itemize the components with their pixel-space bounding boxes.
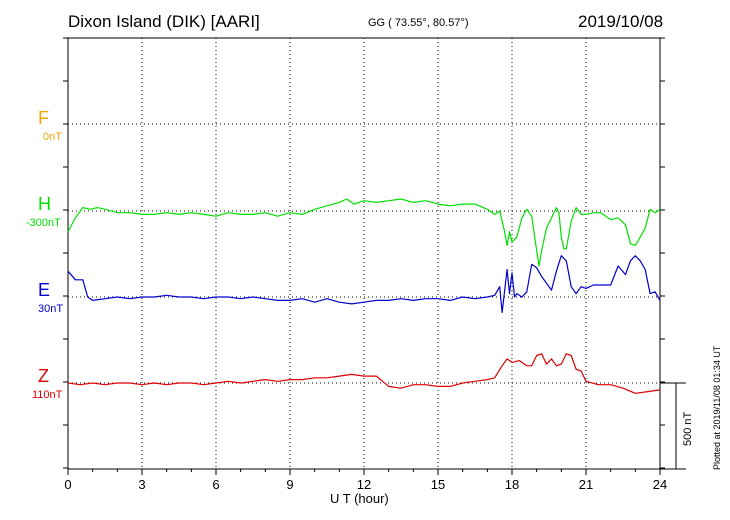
series-e-line bbox=[67, 255, 661, 314]
x-tick-label: 15 bbox=[431, 477, 445, 492]
channel-f-offset: 0nT bbox=[43, 131, 62, 143]
x-tick-label: 6 bbox=[212, 477, 219, 492]
x-tick-label: 18 bbox=[505, 477, 519, 492]
coordinates-label: GG ( 73.55°, 80.57°) bbox=[368, 17, 469, 29]
series-z-line bbox=[67, 353, 661, 394]
plotted-timestamp: Plotted at 2019/11/08 01:34 UT bbox=[712, 345, 722, 470]
x-tick-label: 3 bbox=[138, 477, 145, 492]
station-title: Dixon Island (DIK) [AARI] bbox=[68, 12, 260, 31]
channel-h-offset: -300nT bbox=[26, 217, 61, 229]
x-axis-label: U T (hour) bbox=[330, 491, 389, 506]
channel-e-label: E bbox=[38, 280, 51, 300]
date-title: 2019/10/08 bbox=[578, 12, 664, 31]
channel-z-label: Z bbox=[38, 366, 49, 386]
x-tick-label: 24 bbox=[653, 477, 667, 492]
series-h-line bbox=[67, 198, 661, 267]
channel-f-label: F bbox=[38, 108, 49, 128]
channel-z-offset: 110nT bbox=[32, 389, 63, 401]
scale-bar-label: 500 nT bbox=[682, 411, 694, 446]
channel-e-offset: 30nT bbox=[38, 303, 64, 315]
x-tick-label: 12 bbox=[357, 477, 371, 492]
channel-h-label: H bbox=[38, 194, 51, 214]
x-tick-label: 21 bbox=[579, 477, 593, 492]
x-tick-label: 9 bbox=[286, 477, 293, 492]
x-tick-label: 0 bbox=[64, 477, 71, 492]
